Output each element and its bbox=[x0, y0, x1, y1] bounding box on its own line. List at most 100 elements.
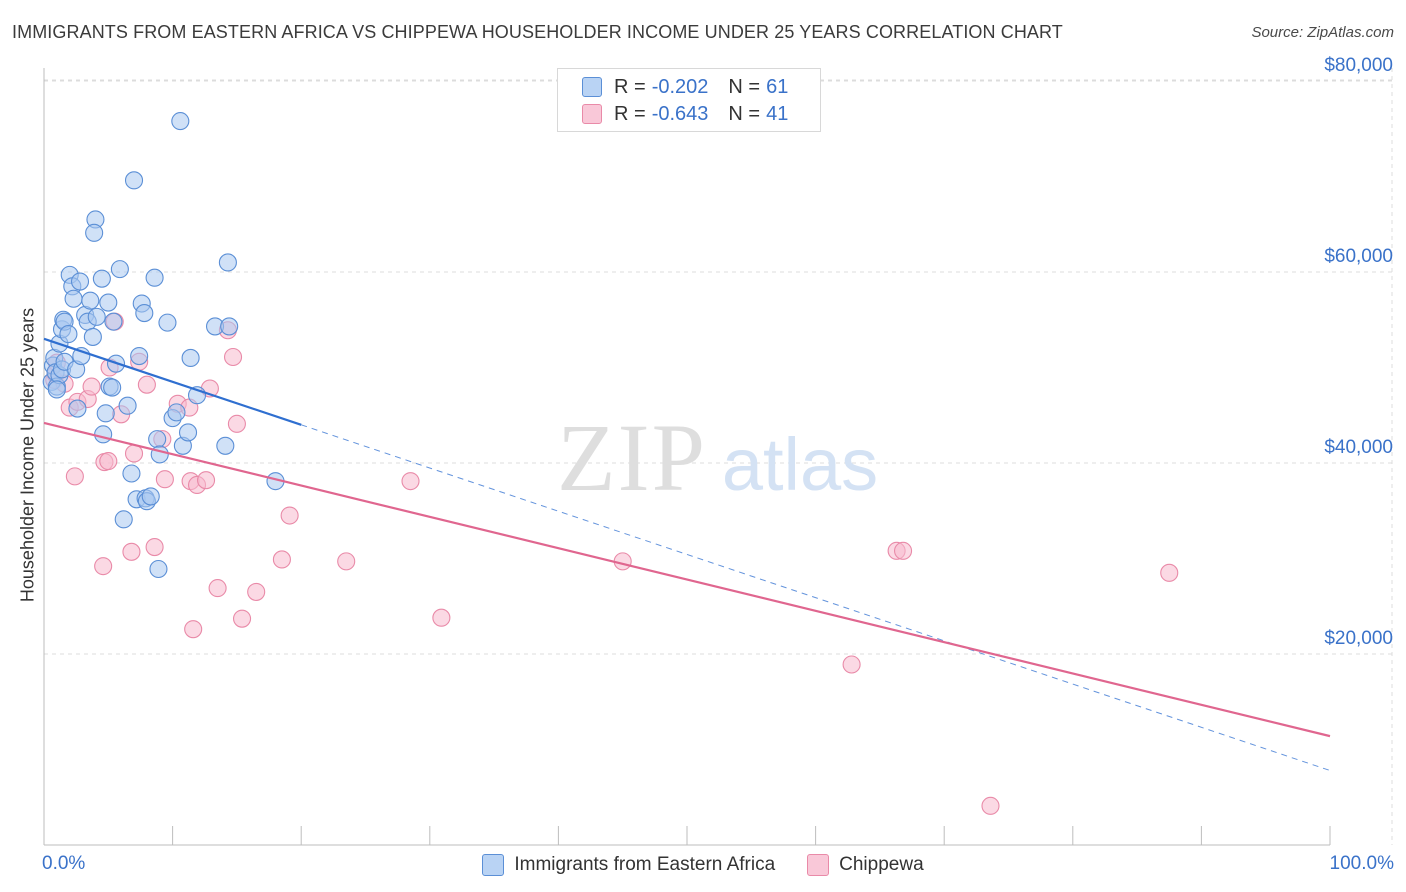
data-point-chippewa bbox=[223, 347, 243, 367]
y-tick-label: $40,000 bbox=[1324, 437, 1393, 458]
data-point-chippewa bbox=[893, 541, 913, 560]
data-point-eastern-africa bbox=[135, 304, 154, 323]
trendlines bbox=[43, 337, 1331, 771]
data-point-eastern-africa bbox=[181, 348, 200, 368]
data-point-eastern-africa bbox=[118, 396, 137, 415]
data-point-eastern-africa bbox=[103, 378, 122, 397]
legend-n-label: N = bbox=[728, 75, 761, 98]
bottom-legend-swatch-pink bbox=[807, 854, 830, 876]
series-eastern-africa-points bbox=[42, 112, 285, 579]
bottom-legend-swatch-blue bbox=[482, 854, 505, 876]
data-point-eastern-africa bbox=[145, 268, 164, 287]
data-point-eastern-africa bbox=[70, 272, 90, 291]
data-point-chippewa bbox=[272, 550, 291, 569]
data-point-chippewa bbox=[196, 471, 216, 490]
data-point-chippewa bbox=[184, 620, 203, 639]
data-point-chippewa bbox=[981, 796, 1000, 815]
bottom-legend-item-chippewa[interactable]: Chippewa bbox=[807, 854, 924, 876]
legend-r-value: -0.202 bbox=[651, 75, 709, 98]
data-point-eastern-africa bbox=[81, 291, 100, 310]
legend-swatch-pink bbox=[582, 104, 602, 124]
data-point-chippewa bbox=[842, 655, 861, 674]
x-tick-label-min: 0.0% bbox=[42, 853, 85, 874]
data-point-chippewa bbox=[122, 542, 141, 561]
watermark: ZIP atlas bbox=[557, 404, 878, 511]
legend-r-value: -0.643 bbox=[651, 102, 709, 125]
watermark-zip: ZIP bbox=[557, 404, 707, 511]
data-point-chippewa bbox=[432, 608, 451, 627]
data-point-chippewa bbox=[99, 452, 118, 471]
source-credit: Source: ZipAtlas.com bbox=[1251, 24, 1394, 41]
data-point-chippewa bbox=[1160, 563, 1179, 582]
data-point-eastern-africa bbox=[94, 425, 113, 444]
x-tick-label-max: 100.0% bbox=[1330, 853, 1395, 874]
data-point-chippewa bbox=[227, 414, 246, 433]
data-point-eastern-africa bbox=[148, 430, 167, 449]
data-point-eastern-africa bbox=[171, 112, 190, 131]
y-tick-label: $80,000 bbox=[1324, 55, 1393, 76]
legend-r-label: R = bbox=[614, 102, 646, 125]
data-point-chippewa bbox=[280, 506, 299, 525]
data-point-eastern-africa bbox=[64, 289, 83, 308]
data-point-eastern-africa bbox=[149, 559, 168, 579]
legend-n-value: 41 bbox=[766, 102, 789, 125]
data-point-eastern-africa bbox=[167, 403, 186, 422]
data-point-eastern-africa bbox=[96, 404, 115, 423]
data-point-eastern-africa bbox=[104, 312, 123, 331]
data-point-eastern-africa bbox=[124, 171, 144, 190]
legend-n-label: N = bbox=[728, 102, 761, 125]
data-point-chippewa bbox=[137, 375, 156, 394]
data-point-eastern-africa bbox=[85, 223, 104, 242]
legend-r-label: R = bbox=[614, 75, 646, 98]
data-point-eastern-africa bbox=[47, 380, 66, 399]
legend-row-eastern-africa: R = -0.202 N = 61 bbox=[582, 74, 788, 100]
legend-swatch-blue bbox=[582, 77, 602, 97]
x-tick-labels: 0.0% 100.0% bbox=[42, 853, 1394, 874]
series-chippewa-points bbox=[45, 312, 1179, 815]
watermark-atlas: atlas bbox=[722, 423, 878, 506]
data-point-eastern-africa bbox=[59, 325, 78, 344]
data-point-chippewa bbox=[337, 552, 356, 571]
stats-legend: R = -0.202 N = 61 R = -0.643 N = 41 bbox=[557, 68, 821, 132]
trendline-eastern-africa bbox=[43, 337, 302, 426]
data-point-eastern-africa bbox=[122, 464, 141, 483]
data-point-eastern-africa bbox=[218, 253, 237, 272]
data-point-eastern-africa bbox=[114, 510, 133, 529]
data-point-eastern-africa bbox=[141, 487, 160, 506]
data-point-chippewa bbox=[94, 557, 113, 576]
data-point-chippewa bbox=[82, 377, 101, 396]
grid-lines bbox=[44, 68, 1393, 845]
data-point-eastern-africa bbox=[68, 399, 87, 418]
data-point-chippewa bbox=[155, 470, 174, 489]
data-point-eastern-africa bbox=[220, 317, 239, 336]
data-point-chippewa bbox=[232, 609, 252, 628]
y-tick-label: $60,000 bbox=[1324, 246, 1393, 267]
y-tick-labels: $20,000 $40,000 $60,000 $80,000 bbox=[1324, 55, 1393, 649]
bottom-legend: Immigrants from Eastern Africa Chippewa bbox=[0, 852, 1406, 878]
data-point-eastern-africa bbox=[99, 293, 118, 312]
data-point-eastern-africa bbox=[83, 327, 102, 346]
legend-n-value: 61 bbox=[766, 75, 789, 98]
data-point-chippewa bbox=[124, 444, 144, 463]
data-point-chippewa bbox=[401, 472, 420, 491]
axes bbox=[43, 68, 1331, 846]
bottom-legend-label: Immigrants from Eastern Africa bbox=[514, 854, 776, 875]
data-point-chippewa bbox=[65, 467, 84, 486]
data-point-chippewa bbox=[247, 582, 266, 601]
chart-title: IMMIGRANTS FROM EASTERN AFRICA VS CHIPPE… bbox=[12, 22, 1063, 42]
data-point-eastern-africa bbox=[92, 269, 111, 288]
data-point-chippewa bbox=[208, 579, 227, 598]
trendline-eastern-africa-extension bbox=[301, 424, 1331, 771]
trendline-chippewa bbox=[43, 421, 1331, 738]
data-point-eastern-africa bbox=[178, 423, 198, 442]
data-point-eastern-africa bbox=[110, 260, 129, 279]
y-axis-label: Householder Income Under 25 years bbox=[17, 307, 38, 603]
data-point-eastern-africa bbox=[130, 346, 149, 366]
data-point-eastern-africa bbox=[216, 436, 235, 455]
y-tick-label: $20,000 bbox=[1324, 628, 1393, 649]
legend-row-chippewa: R = -0.643 N = 41 bbox=[582, 101, 788, 127]
data-point-eastern-africa bbox=[150, 445, 169, 464]
bottom-legend-item-eastern-africa[interactable]: Immigrants from Eastern Africa bbox=[482, 854, 775, 876]
data-point-eastern-africa bbox=[158, 313, 177, 332]
